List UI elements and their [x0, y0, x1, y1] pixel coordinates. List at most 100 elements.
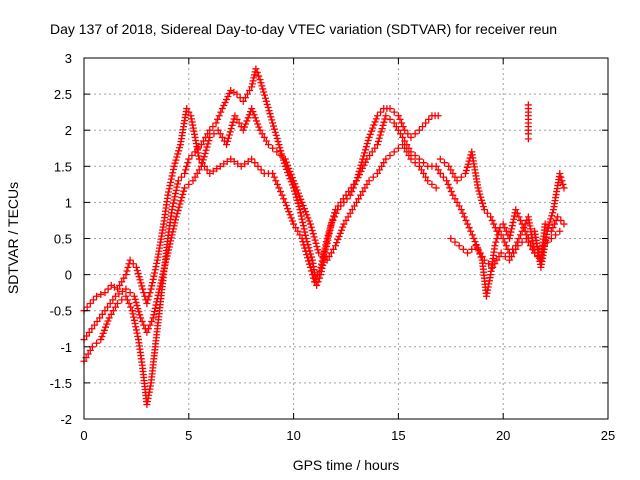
- data-point: [508, 253, 516, 261]
- data-point: [100, 326, 108, 334]
- data-point: [488, 216, 496, 224]
- data-point: [304, 214, 312, 222]
- data-point: [386, 151, 394, 159]
- data-point: [354, 171, 362, 179]
- data-point: [296, 192, 304, 200]
- data-point: [319, 253, 327, 261]
- data-point: [314, 278, 322, 286]
- data-point: [297, 212, 305, 220]
- series-track-b: [80, 65, 442, 409]
- data-point: [307, 250, 315, 258]
- data-point: [281, 155, 289, 163]
- data-point: [363, 140, 371, 148]
- data-point: [386, 105, 394, 113]
- data-point: [290, 177, 298, 185]
- data-point: [310, 233, 318, 241]
- data-point: [291, 180, 299, 188]
- data-point: [468, 231, 476, 239]
- data-point: [478, 196, 486, 204]
- data-point: [368, 148, 376, 156]
- data-point: [210, 130, 218, 138]
- data-point: [105, 314, 113, 322]
- data-point: [373, 112, 381, 120]
- data-point: [288, 174, 296, 182]
- data-point: [273, 180, 281, 188]
- data-point: [334, 206, 342, 214]
- data-point: [256, 76, 264, 84]
- data-point: [396, 115, 404, 123]
- data-point: [415, 155, 423, 163]
- data-point: [560, 220, 568, 228]
- data-point: [411, 130, 419, 138]
- data-point: [206, 133, 214, 141]
- data-point: [102, 323, 110, 331]
- data-point: [281, 198, 289, 206]
- data-point: [250, 74, 258, 82]
- data-point: [223, 141, 231, 149]
- data-point: [471, 238, 479, 246]
- data-point: [463, 163, 471, 171]
- series-track-f: [447, 227, 564, 271]
- data-point: [379, 121, 387, 129]
- data-point: [373, 170, 381, 178]
- data-point: [362, 143, 370, 151]
- data-point: [396, 130, 404, 138]
- data-point: [169, 169, 177, 177]
- data-point: [501, 238, 509, 246]
- data-point: [327, 220, 335, 228]
- data-point: [543, 227, 551, 235]
- data-point: [169, 228, 177, 236]
- data-point: [363, 180, 371, 188]
- data-point: [269, 119, 277, 127]
- data-point: [390, 119, 398, 127]
- data-point: [197, 162, 205, 170]
- data-point: [457, 173, 465, 181]
- data-point: [83, 303, 91, 311]
- data-point: [271, 128, 279, 136]
- data-point: [154, 291, 162, 299]
- data-point: [262, 137, 270, 145]
- data-point: [265, 107, 273, 115]
- data-point: [348, 206, 356, 214]
- data-point: [159, 270, 167, 278]
- data-point: [308, 253, 316, 261]
- data-point: [255, 72, 263, 80]
- data-point: [169, 225, 177, 233]
- data-point: [153, 295, 161, 303]
- data-point: [130, 313, 138, 321]
- data-point: [221, 99, 229, 107]
- data-point: [465, 224, 473, 232]
- data-point: [148, 279, 156, 287]
- data-point: [411, 151, 419, 159]
- data-point: [298, 215, 306, 223]
- data-point: [144, 325, 152, 333]
- data-point: [468, 245, 476, 253]
- data-point: [136, 276, 144, 284]
- data-point: [151, 308, 159, 316]
- data-point: [184, 159, 192, 167]
- data-point: [312, 239, 320, 247]
- data-point: [174, 180, 182, 188]
- data-point: [505, 256, 513, 264]
- data-point: [168, 206, 176, 214]
- data-point: [270, 125, 278, 133]
- data-point: [126, 256, 134, 264]
- data-point: [182, 166, 190, 174]
- data-point: [124, 263, 132, 271]
- data-point: [322, 246, 330, 254]
- data-point: [495, 253, 503, 261]
- data-point: [132, 323, 140, 331]
- data-point: [107, 310, 115, 318]
- data-point: [171, 219, 179, 227]
- data-point: [361, 184, 369, 192]
- data-point: [300, 225, 308, 233]
- data-point: [93, 318, 101, 326]
- data-point: [225, 89, 233, 97]
- data-point: [228, 121, 236, 129]
- data-point: [332, 242, 340, 250]
- data-point: [172, 156, 180, 164]
- data-point: [547, 215, 555, 223]
- x-tick-label: 0: [80, 428, 87, 443]
- data-point: [343, 195, 351, 203]
- data-point: [557, 216, 565, 224]
